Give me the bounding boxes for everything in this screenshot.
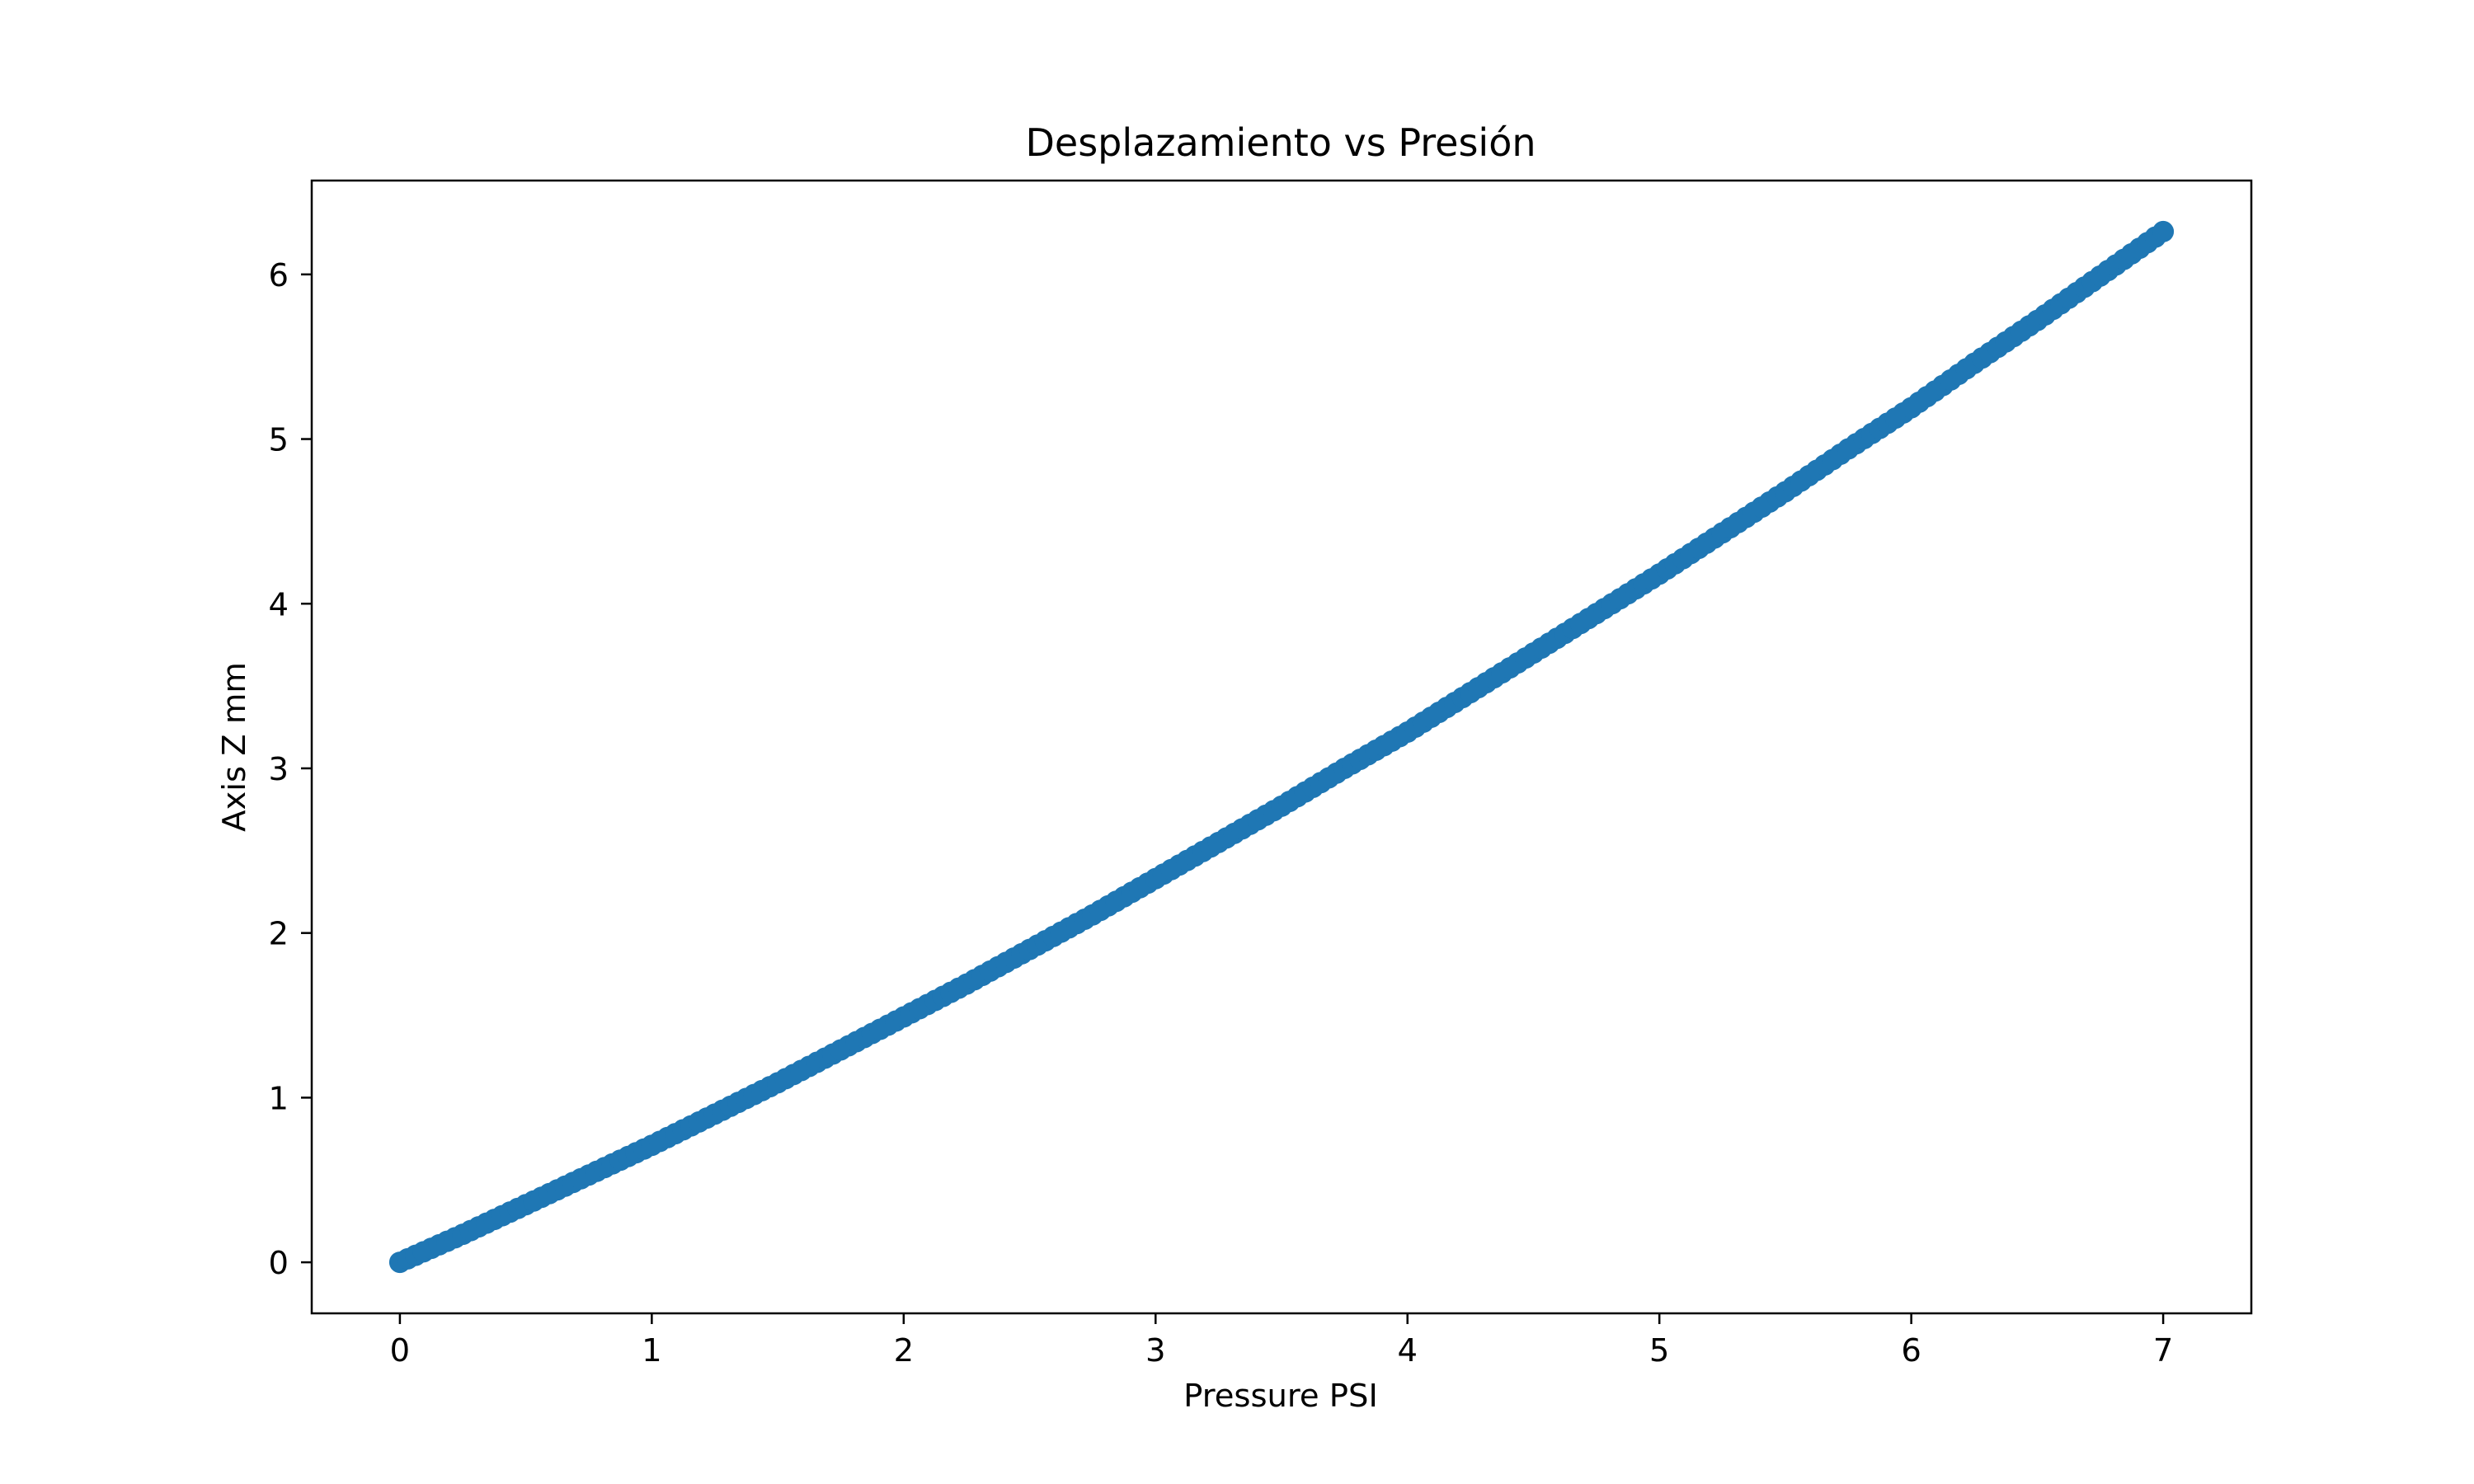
x-tick-label: 4	[1397, 1332, 1418, 1369]
x-tick-label: 5	[1649, 1332, 1670, 1369]
x-tick-label: 7	[2153, 1332, 2174, 1369]
x-axis-ticks: 0 1 2 3 4 5 6 7	[390, 1313, 2174, 1369]
x-tick-label: 1	[642, 1332, 662, 1369]
y-tick-label: 1	[269, 1080, 289, 1117]
y-tick-label: 6	[269, 257, 289, 294]
y-tick-label: 2	[269, 916, 289, 953]
axes-frame	[310, 179, 2253, 1315]
data-points	[388, 220, 2175, 1274]
data-point	[2152, 220, 2175, 242]
x-tick-label: 3	[1145, 1332, 1166, 1369]
x-axis-label: Pressure PSI	[1183, 1378, 1378, 1415]
x-tick-label: 6	[1901, 1332, 1921, 1369]
x-tick-label: 2	[894, 1332, 915, 1369]
y-tick-label: 0	[269, 1245, 289, 1282]
y-axis-ticks: 0 1 2 3 4 5 6	[269, 257, 312, 1282]
chart-title: Desplazamiento vs Presión	[1025, 120, 1536, 165]
y-axis-label: Axis Z mm	[216, 662, 253, 832]
x-tick-label: 0	[390, 1332, 411, 1369]
y-tick-label: 3	[269, 751, 289, 788]
y-tick-label: 5	[269, 422, 289, 459]
y-tick-label: 4	[269, 586, 289, 623]
